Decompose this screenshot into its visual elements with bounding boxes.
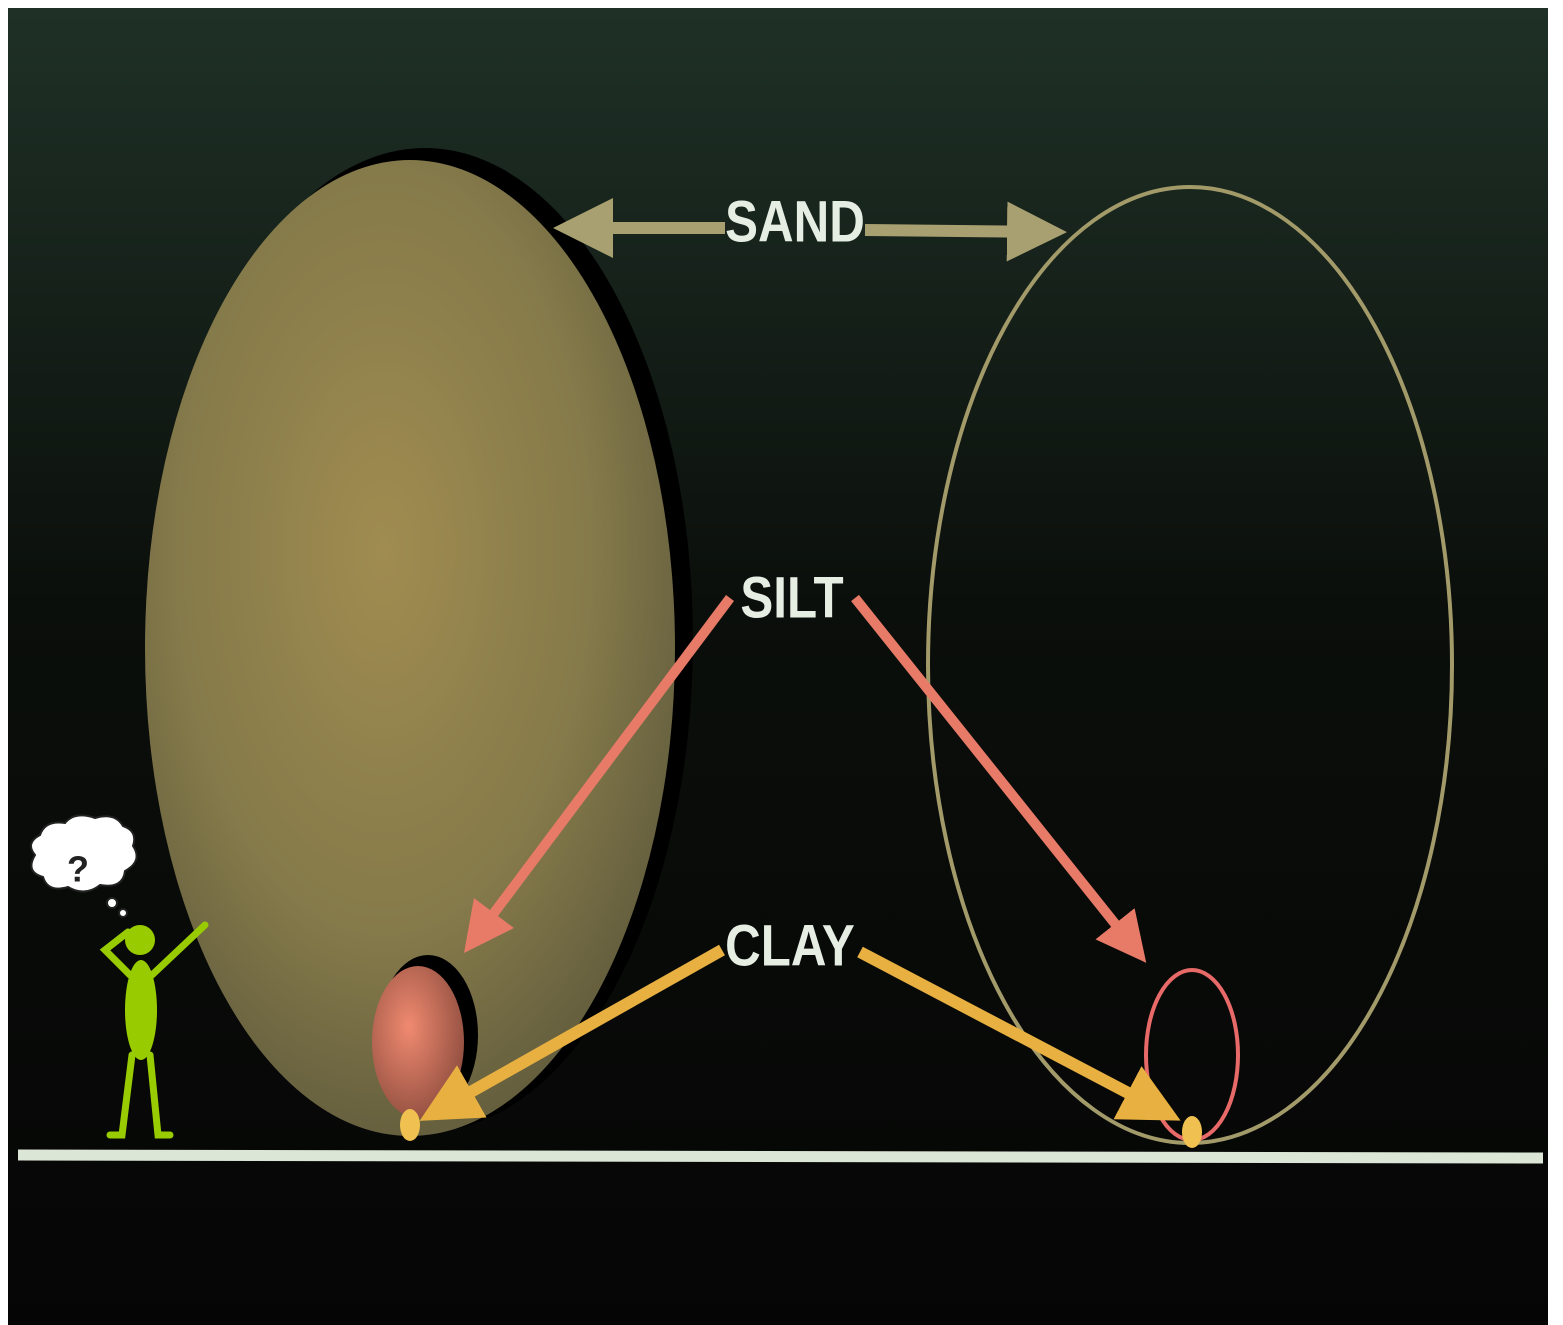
sand-arrow [865,230,1055,232]
clay-label: CLAY [725,914,855,979]
bubble-dot [107,898,117,908]
diagram: SAND SILT CLAY ? [0,0,1563,1325]
ground-line [18,1155,1543,1158]
clay-grain [400,1109,420,1141]
silt-grain [372,966,464,1118]
clay-grain [1182,1116,1202,1148]
sand-label: SAND [725,190,865,255]
thought-text: ? [67,849,89,890]
bubble-dot [119,909,127,917]
page: SAND SILT CLAY ? (() => { const data = J… [0,0,1563,1325]
silt-label: SILT [740,566,843,631]
